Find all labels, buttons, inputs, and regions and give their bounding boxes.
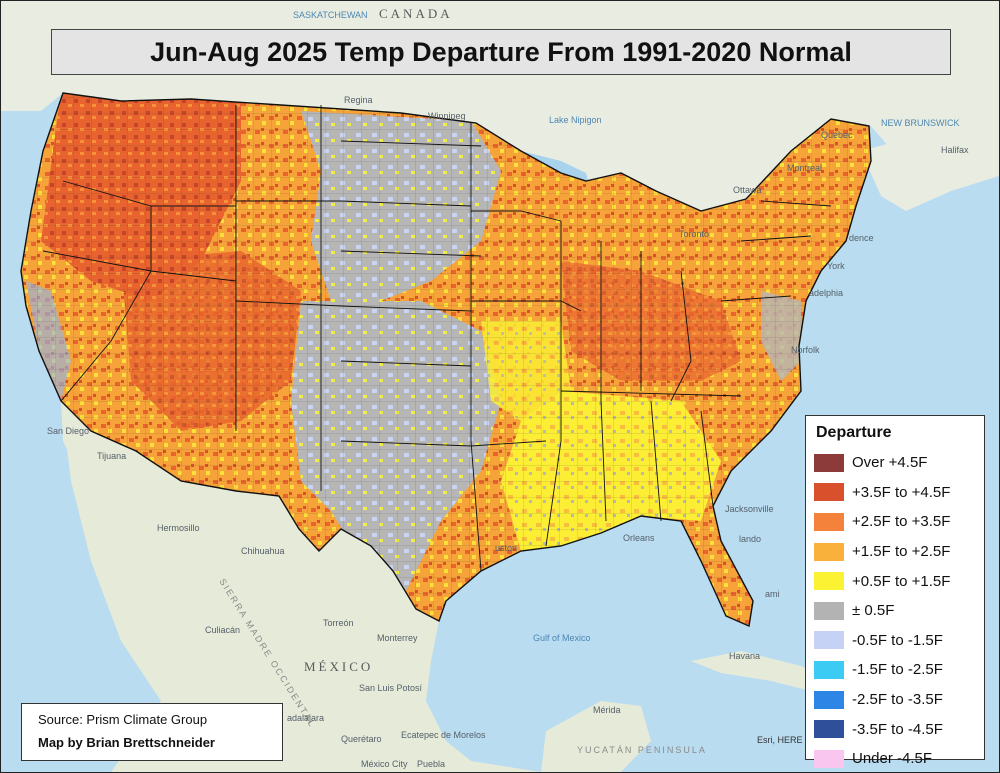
legend-item: +3.5F to +4.5F <box>814 478 976 508</box>
legend-swatch <box>814 572 844 590</box>
hermosillo-label: Hermosillo <box>157 523 200 533</box>
san-diego-label: San Diego <box>47 426 89 436</box>
toronto-label: Toronto <box>679 229 709 239</box>
legend-swatch <box>814 691 844 709</box>
queretaro-label: Querétaro <box>341 734 382 744</box>
legend-label: +1.5F to +2.5F <box>852 543 950 560</box>
legend-item: -0.5F to -1.5F <box>814 626 976 656</box>
regina-label: Regina <box>344 95 373 105</box>
legend-item: Over +4.5F <box>814 448 976 478</box>
legend-swatch <box>814 513 844 531</box>
tijuana-label: Tijuana <box>97 451 126 461</box>
new-orleans-label: Orleans <box>623 533 655 543</box>
legend: Departure Over +4.5F +3.5F to +4.5F +2.5F … <box>805 415 985 760</box>
yucatan-label: YUCATÁN PENINSULA <box>577 745 707 755</box>
author-text: Map by Brian Brettschneider <box>38 735 282 750</box>
mexico-label: MÉXICO <box>304 659 373 674</box>
new-brunswick-label: NEW BRUNSWICK <box>881 118 960 128</box>
culiacan-label: Culiacán <box>205 625 240 635</box>
legend-label: Over +4.5F <box>852 454 927 471</box>
legend-rows: Over +4.5F +3.5F to +4.5F +2.5F to +3.5F +1… <box>814 448 976 773</box>
credit-box: Source: Prism Climate Group Map by Brian… <box>21 703 283 761</box>
legend-label: +0.5F to +1.5F <box>852 573 950 590</box>
philadelphia-label: adelphia <box>809 288 843 298</box>
legend-swatch <box>814 631 844 649</box>
saskatchewan-label: SASKATCHEWAN <box>293 10 368 20</box>
legend-swatch <box>814 602 844 620</box>
legend-label: -1.5F to -2.5F <box>852 661 943 678</box>
new-york-label: York <box>827 261 845 271</box>
halifax-label: Halifax <box>941 145 969 155</box>
norfolk-label: Norfolk <box>791 345 820 355</box>
merida-label: Mérida <box>593 705 621 715</box>
winnipeg-label: Winnipeg <box>428 111 466 121</box>
miami-label: ami <box>765 589 780 599</box>
monterrey-label: Monterrey <box>377 633 418 643</box>
quebec-label: Québec <box>821 130 853 140</box>
legend-label: -2.5F to -3.5F <box>852 691 943 708</box>
montreal-label: Montreal <box>787 163 822 173</box>
map-title: Jun-Aug 2025 Temp Departure From 1991-20… <box>150 37 852 68</box>
gulf-of-mexico-label: Gulf of Mexico <box>533 633 591 643</box>
mexico-city-label: México City <box>361 759 408 769</box>
legend-swatch <box>814 454 844 472</box>
san-luis-potosi-label: San Luis Potosí <box>359 683 423 693</box>
canada-label: CANADA <box>379 6 453 21</box>
boston-label: dence <box>849 233 874 243</box>
ottawa-label: Ottawa <box>733 185 762 195</box>
guadalajara-label: adalajara <box>287 713 324 723</box>
title-box: Jun-Aug 2025 Temp Departure From 1991-20… <box>51 29 951 75</box>
chihuahua-label: Chihuahua <box>241 546 285 556</box>
legend-swatch <box>814 661 844 679</box>
havana-label: Havana <box>729 651 760 661</box>
legend-label: -0.5F to -1.5F <box>852 632 943 649</box>
puebla-label: Puebla <box>417 759 445 769</box>
legend-item: -1.5F to -2.5F <box>814 655 976 685</box>
legend-label: +2.5F to +3.5F <box>852 513 950 530</box>
ecatepec-label: Ecatepec de Morelos <box>401 730 486 740</box>
orlando-label: lando <box>739 534 761 544</box>
legend-label: ± 0.5F <box>852 602 894 619</box>
legend-item: -2.5F to -3.5F <box>814 685 976 715</box>
lake-nipigon-label: Lake Nipigon <box>549 115 602 125</box>
attribution-text: Esri, HERE <box>757 735 803 745</box>
source-text: Source: Prism Climate Group <box>38 712 282 727</box>
legend-item: +2.5F to +3.5F <box>814 507 976 537</box>
legend-label: +3.5F to +4.5F <box>852 484 950 501</box>
legend-swatch <box>814 750 844 768</box>
legend-item: ± 0.5F <box>814 596 976 626</box>
legend-swatch <box>814 483 844 501</box>
jacksonville-label: Jacksonville <box>725 504 774 514</box>
legend-item: Under -4.5F <box>814 744 976 773</box>
legend-item: +1.5F to +2.5F <box>814 537 976 567</box>
legend-label: Under -4.5F <box>852 750 932 767</box>
legend-swatch <box>814 720 844 738</box>
legend-item: -3.5F to -4.5F <box>814 714 976 744</box>
torreon-label: Torreón <box>323 618 354 628</box>
houston-label: uston <box>495 543 517 553</box>
legend-label: -3.5F to -4.5F <box>852 721 943 738</box>
legend-title: Departure <box>816 424 976 442</box>
legend-swatch <box>814 543 844 561</box>
legend-item: +0.5F to +1.5F <box>814 566 976 596</box>
